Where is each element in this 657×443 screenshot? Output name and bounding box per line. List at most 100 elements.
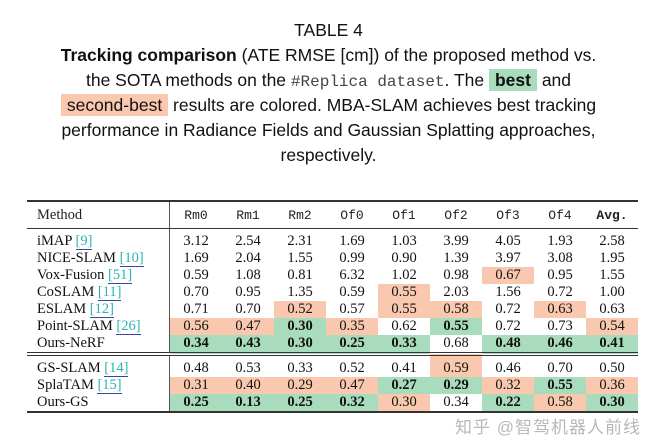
watermark: 知乎 @智驾机器人前线 <box>455 418 641 437</box>
value-cell: 0.34 <box>430 394 482 413</box>
method-name: iMAP <box>37 233 72 249</box>
caption-bold-lead: Tracking comparison <box>60 45 237 65</box>
column-header: Avg. <box>586 200 638 229</box>
value-cell: 3.12 <box>169 228 222 250</box>
table-caption: TABLE 4 Tracking comparison (ATE RMSE [c… <box>0 18 657 168</box>
method-name: CoSLAM <box>37 284 95 300</box>
value-cell: 1.56 <box>495 284 521 300</box>
second-best-value-cell: 0.55 <box>378 284 430 301</box>
value-cell: 6.32 <box>339 267 365 283</box>
header-row: Method Rm0 Rm1 Rm2 Of0 Of1 Of2 Of3 Of4 Avg. <box>27 200 638 229</box>
value-cell: 0.70 <box>534 352 586 377</box>
caption-text: . The <box>444 70 489 90</box>
table-row: CoSLAM [11] 0.70 0.95 1.35 0.59 0.55 2.03 1.56 0… <box>27 284 638 301</box>
caption-line-2: the SOTA methods on the #Replica dataset… <box>0 68 657 93</box>
value-cell: 0.62 <box>391 318 417 334</box>
table-row: Point-SLAM [26] 0.56 0.47 0.30 0.35 0.62 0.55 0… <box>27 318 638 335</box>
best-value-cell: 0.27 <box>378 377 430 394</box>
caption-line-1: Tracking comparison (ATE RMSE [cm]) of t… <box>0 43 657 68</box>
value-cell: 0.59 <box>339 284 365 300</box>
tracking-comparison-table: Method Rm0 Rm1 Rm2 Of0 Of1 Of2 Of3 Of4 Avg. iMAP … <box>27 200 638 413</box>
value-cell: 1.08 <box>235 267 261 283</box>
value-cell: 0.63 <box>599 301 625 317</box>
method-cell: Ours-NeRF <box>27 335 170 354</box>
value-cell: 0.46 <box>482 352 534 377</box>
second-best-value-cell: 0.47 <box>222 318 274 335</box>
value-cell: 1.00 <box>599 284 625 300</box>
column-header: Method <box>27 200 170 229</box>
method-cell: iMAP [9] <box>27 229 170 250</box>
value-cell: 1.55 <box>599 267 625 283</box>
caption-line-5: respectively. <box>280 145 377 165</box>
method-cell: SplaTAM [15] <box>27 377 170 394</box>
second-best-value-cell: 0.35 <box>326 318 378 335</box>
value-cell: 0.98 <box>443 267 469 283</box>
best-value-cell: 0.25 <box>274 394 326 413</box>
value-cell: 1.69 <box>339 233 365 249</box>
second-best-legend: second-best <box>60 94 169 116</box>
method-name: Point-SLAM <box>37 318 113 334</box>
best-value-cell: 0.48 <box>482 335 534 354</box>
value-cell: 0.99 <box>339 250 365 266</box>
citation-link[interactable]: [10] <box>119 250 144 267</box>
column-header: Rm1 <box>222 200 274 229</box>
value-cell: 0.41 <box>378 352 430 377</box>
table-row: GS-SLAM [14] 0.48 0.53 0.33 0.52 0.41 0.59 0.46… <box>27 352 638 377</box>
best-value-cell: 0.33 <box>378 335 430 354</box>
method-cell: ESLAM [12] <box>27 301 170 318</box>
value-cell: 2.04 <box>235 250 261 266</box>
column-header: Of2 <box>430 200 482 229</box>
best-value-cell: 0.55 <box>430 318 482 335</box>
method-cell: CoSLAM [11] <box>27 284 170 301</box>
value-cell: 2.58 <box>599 233 625 249</box>
best-value-cell: 0.46 <box>534 335 586 354</box>
second-best-value-cell: 0.31 <box>169 377 222 394</box>
value-cell: 0.50 <box>586 352 638 377</box>
value-cell: 0.72 <box>495 301 521 317</box>
second-best-value-cell: 0.63 <box>534 301 586 318</box>
column-header: Of0 <box>326 200 378 229</box>
second-best-value-cell: 0.54 <box>586 318 638 335</box>
value-cell: 1.95 <box>599 250 625 266</box>
value-cell: 0.73 <box>547 318 573 334</box>
value-cell: 0.57 <box>339 301 365 317</box>
value-cell: 1.93 <box>547 233 573 249</box>
value-cell: 3.97 <box>495 250 521 266</box>
column-header: Of4 <box>534 200 586 229</box>
dataset-name: #Replica dataset <box>290 73 445 91</box>
method-cell: GS-SLAM [14] <box>27 352 170 377</box>
table-row: SplaTAM [15] 0.31 0.40 0.29 0.47 0.27 0.29 0.32… <box>27 377 638 394</box>
best-legend: best <box>488 69 537 91</box>
second-best-value-cell: 0.40 <box>222 377 274 394</box>
best-value-cell: 0.30 <box>274 318 326 335</box>
table-row: Ours-NeRF 0.34 0.43 0.30 0.25 0.33 0.68 0.48 0.4… <box>27 335 638 354</box>
citation-link[interactable]: [14] <box>104 360 129 377</box>
column-header: Of1 <box>378 200 430 229</box>
column-header: Of3 <box>482 200 534 229</box>
second-best-value-cell: 0.30 <box>378 394 430 413</box>
method-name: NICE-SLAM <box>37 250 116 266</box>
value-cell: 3.08 <box>547 250 573 266</box>
value-cell: 1.02 <box>391 267 417 283</box>
value-cell: 1.69 <box>169 250 222 267</box>
citation-link[interactable]: [51] <box>108 267 133 284</box>
citation-link[interactable]: [11] <box>97 284 122 301</box>
second-best-value-cell: 0.56 <box>169 318 222 335</box>
value-cell: 2.54 <box>235 233 261 249</box>
best-value-cell: 0.25 <box>169 394 222 413</box>
citation-link[interactable]: [26] <box>116 318 141 335</box>
second-best-value-cell: 0.58 <box>534 394 586 413</box>
second-best-value-cell: 0.58 <box>430 301 482 318</box>
citation-link[interactable]: [9] <box>75 233 93 250</box>
caption-text: the SOTA methods on the <box>85 70 291 90</box>
caption-line-3: second-best results are colored. MBA-SLA… <box>0 93 657 118</box>
best-value-cell: 0.30 <box>586 394 638 413</box>
value-cell: 0.53 <box>222 352 274 377</box>
best-value-cell: 0.25 <box>326 335 378 354</box>
second-best-value-cell: 0.36 <box>586 377 638 394</box>
table-row: ESLAM [12] 0.71 0.70 0.52 0.57 0.55 0.58 0.72 0.… <box>27 301 638 318</box>
citation-link[interactable]: [12] <box>89 301 114 318</box>
value-cell: 0.59 <box>169 267 222 284</box>
value-cell: 0.81 <box>287 267 313 283</box>
citation-link[interactable]: [15] <box>97 377 122 394</box>
